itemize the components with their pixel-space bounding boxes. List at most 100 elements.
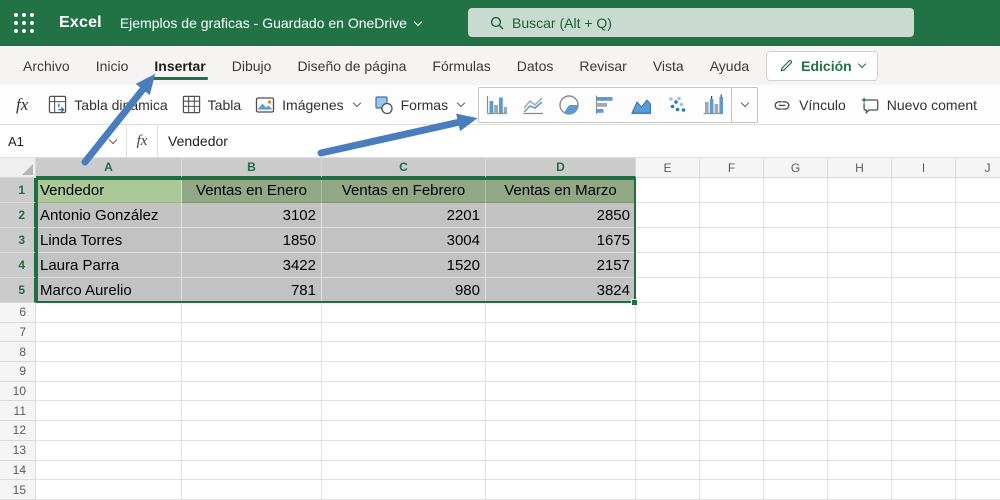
name-box[interactable]: A1 (0, 125, 127, 157)
cell-C10[interactable] (322, 381, 486, 402)
cell-J12[interactable] (956, 421, 1000, 441)
cell-I15[interactable] (892, 480, 956, 500)
column-header-J[interactable]: J (956, 158, 1000, 178)
tab-vista[interactable]: Vista (652, 57, 684, 74)
column-header-A[interactable]: A (36, 158, 182, 178)
row-header-12[interactable]: 12 (0, 421, 36, 441)
cell-J13[interactable] (956, 440, 1000, 461)
cell-F11[interactable] (700, 401, 764, 422)
tab-revisar[interactable]: Revisar (579, 57, 627, 74)
bar-chart-icon[interactable] (587, 88, 623, 122)
row-header-13[interactable]: 13 (0, 440, 36, 461)
cell-E14[interactable] (636, 460, 700, 481)
cell-A4[interactable]: Laura Parra (36, 253, 182, 278)
column-header-H[interactable]: H (828, 158, 892, 178)
cell-C5[interactable]: 980 (322, 278, 486, 303)
cell-D6[interactable] (486, 303, 636, 323)
cell-F4[interactable] (700, 253, 764, 278)
cell-H12[interactable] (828, 421, 892, 441)
cell-H5[interactable] (828, 278, 892, 303)
row-header-14[interactable]: 14 (0, 460, 36, 481)
row-header-6[interactable]: 6 (0, 303, 36, 323)
cell-C8[interactable] (322, 342, 486, 363)
pie-chart-icon[interactable] (551, 88, 587, 122)
cell-A2[interactable]: Antonio González (36, 203, 182, 228)
cell-G9[interactable] (764, 362, 828, 382)
tab-archivo[interactable]: Archivo (23, 57, 70, 74)
cell-D12[interactable] (486, 421, 636, 441)
cell-A10[interactable] (36, 381, 182, 402)
cell-D10[interactable] (486, 381, 636, 402)
area-chart-icon[interactable] (623, 88, 659, 122)
insert-function-button[interactable]: fx (16, 94, 29, 114)
cell-C1[interactable]: Ventas en Febrero (322, 178, 486, 203)
cell-F2[interactable] (700, 203, 764, 228)
cell-B1[interactable]: Ventas en Enero (182, 178, 322, 203)
cell-C6[interactable] (322, 303, 486, 323)
cell-J15[interactable] (956, 480, 1000, 500)
cell-J2[interactable] (956, 203, 1000, 228)
row-header-7[interactable]: 7 (0, 322, 36, 343)
cell-C14[interactable] (322, 460, 486, 481)
cell-I2[interactable] (892, 203, 956, 228)
tab-datos[interactable]: Datos (516, 57, 554, 74)
row-header-4[interactable]: 4 (0, 253, 36, 278)
cell-G2[interactable] (764, 203, 828, 228)
cell-B3[interactable]: 1850 (182, 228, 322, 253)
combo-chart-icon[interactable] (695, 88, 731, 122)
cell-D4[interactable]: 2157 (486, 253, 636, 278)
cell-H9[interactable] (828, 362, 892, 382)
column-chart-icon[interactable] (479, 88, 515, 122)
cell-B2[interactable]: 3102 (182, 203, 322, 228)
cell-F7[interactable] (700, 322, 764, 343)
tab-formulas[interactable]: Fórmulas (432, 57, 491, 74)
editing-mode-button[interactable]: Edición (766, 50, 878, 81)
cell-A3[interactable]: Linda Torres (36, 228, 182, 253)
cell-J3[interactable] (956, 228, 1000, 253)
cell-G8[interactable] (764, 342, 828, 363)
cell-C7[interactable] (322, 322, 486, 343)
cell-I10[interactable] (892, 381, 956, 402)
shapes-button[interactable]: Formas (374, 95, 466, 115)
cell-I4[interactable] (892, 253, 956, 278)
tab-diseno-de-pagina[interactable]: Diseño de página (297, 57, 407, 74)
cell-D15[interactable] (486, 480, 636, 500)
tab-dibujo[interactable]: Dibujo (231, 57, 272, 74)
column-header-F[interactable]: F (700, 158, 764, 178)
row-header-3[interactable]: 3 (0, 228, 36, 253)
column-header-D[interactable]: D (486, 158, 636, 178)
cell-C11[interactable] (322, 401, 486, 422)
cell-E8[interactable] (636, 342, 700, 363)
cell-G13[interactable] (764, 440, 828, 461)
cell-I8[interactable] (892, 342, 956, 363)
link-button[interactable]: Vínculo (772, 95, 846, 115)
cell-G7[interactable] (764, 322, 828, 343)
cell-F12[interactable] (700, 421, 764, 441)
pivot-table-button[interactable]: Tabla dinámica (48, 95, 168, 114)
cell-C3[interactable]: 3004 (322, 228, 486, 253)
search-input[interactable]: Buscar (Alt + Q) (468, 8, 914, 37)
column-header-I[interactable]: I (892, 158, 956, 178)
cell-C12[interactable] (322, 421, 486, 441)
cell-J1[interactable] (956, 178, 1000, 203)
cell-E5[interactable] (636, 278, 700, 303)
fill-handle[interactable] (631, 299, 638, 306)
row-header-8[interactable]: 8 (0, 342, 36, 363)
cell-D5[interactable]: 3824 (486, 278, 636, 303)
cell-H11[interactable] (828, 401, 892, 422)
cell-E11[interactable] (636, 401, 700, 422)
cell-F6[interactable] (700, 303, 764, 323)
cell-H7[interactable] (828, 322, 892, 343)
app-launcher-icon[interactable] (14, 13, 34, 33)
cell-C15[interactable] (322, 480, 486, 500)
cell-I14[interactable] (892, 460, 956, 481)
cell-A14[interactable] (36, 460, 182, 481)
cell-D1[interactable]: Ventas en Marzo (486, 178, 636, 203)
tab-insertar[interactable]: Insertar (141, 46, 218, 85)
column-header-E[interactable]: E (636, 158, 700, 178)
cell-E6[interactable] (636, 303, 700, 323)
cell-I11[interactable] (892, 401, 956, 422)
cell-I13[interactable] (892, 440, 956, 461)
cell-A12[interactable] (36, 421, 182, 441)
cell-J10[interactable] (956, 381, 1000, 402)
